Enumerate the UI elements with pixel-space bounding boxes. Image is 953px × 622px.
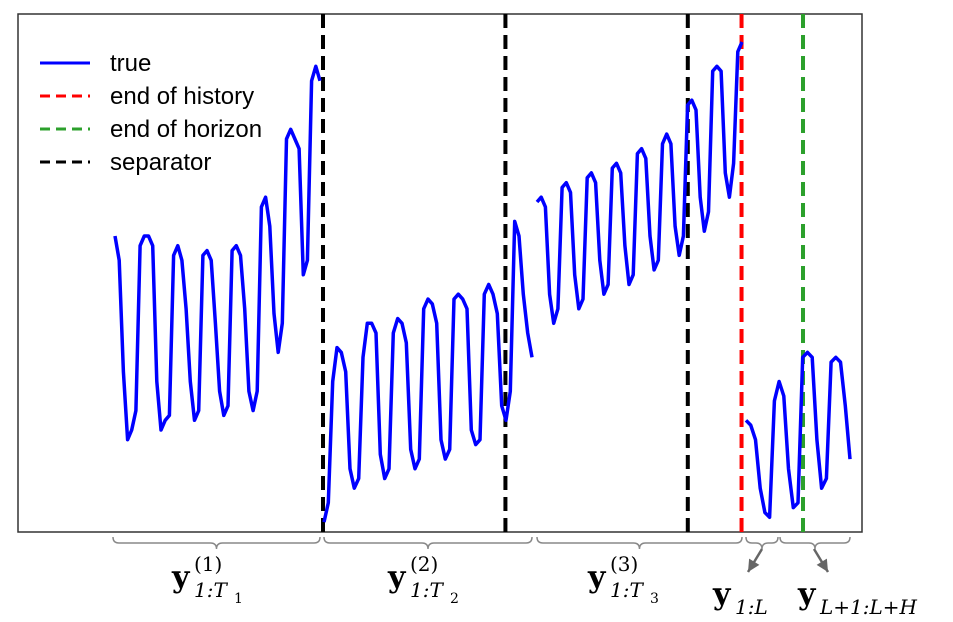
brace-label-main-1: y: [171, 560, 191, 595]
brace-label-subsub-1: 1: [234, 591, 243, 607]
brace-1: [112, 536, 321, 550]
brace-label-3: y (3)1:T 3: [587, 552, 659, 607]
brace-label-1: y (1)1:T 1: [171, 552, 243, 607]
brace-label-main-2: y: [387, 560, 407, 595]
brace-label-sub-3: 1:T: [610, 578, 644, 602]
brace-5: [779, 536, 851, 550]
series-true-segment-2: [322, 219, 534, 523]
brace-label-main-5: y: [797, 577, 817, 612]
legend-label-end-of-history: end of history: [110, 83, 254, 110]
brace-label-4: y 1:L: [712, 577, 768, 619]
brace-4: [745, 536, 779, 550]
brace-label-subsub-2: 2: [450, 591, 459, 607]
marker-layer: [321, 14, 806, 532]
series-true-segment-1: [113, 64, 322, 442]
brace-label-2: y (2)1:T 2: [387, 552, 459, 607]
legend-label-true: true: [110, 50, 151, 77]
brace-arrowhead-4: [748, 558, 760, 572]
plot-frame: [17, 13, 863, 533]
brace-label-sup-1: (1): [194, 552, 222, 576]
brace-arrowhead-5: [816, 558, 828, 572]
brace-label-sup-3: (3): [610, 552, 638, 576]
brace-label-sub-4: 1:L: [735, 595, 768, 619]
brace-label-5: y L+1:L+H: [797, 577, 918, 619]
brace-label-main-4: y: [712, 577, 732, 612]
legend-label-end-of-horizon: end of horizon: [110, 116, 262, 143]
brace-3: [536, 536, 743, 550]
brace-label-subsub-3: 3: [650, 591, 659, 607]
series-layer: [113, 41, 852, 523]
brace-layer: y (1)1:T 1y (2)1:T 2y (3)1:T 3 y 1:L y L+1:L+H: [112, 536, 918, 619]
brace-label-main-3: y: [587, 560, 607, 595]
brace-label-sub-5: L+1:L+H: [819, 595, 918, 619]
brace-label-sup-2: (2): [410, 552, 438, 576]
series-true-segment-3: [535, 41, 744, 326]
brace-2: [323, 536, 533, 550]
legend: true end of history end of horizon separato…: [40, 50, 262, 176]
brace-label-sub-1: 1:T: [194, 578, 228, 602]
brace-label-sub-2: 1:T: [410, 578, 444, 602]
series-true-segment-4: [744, 350, 852, 520]
legend-label-separator: separator: [110, 149, 211, 176]
